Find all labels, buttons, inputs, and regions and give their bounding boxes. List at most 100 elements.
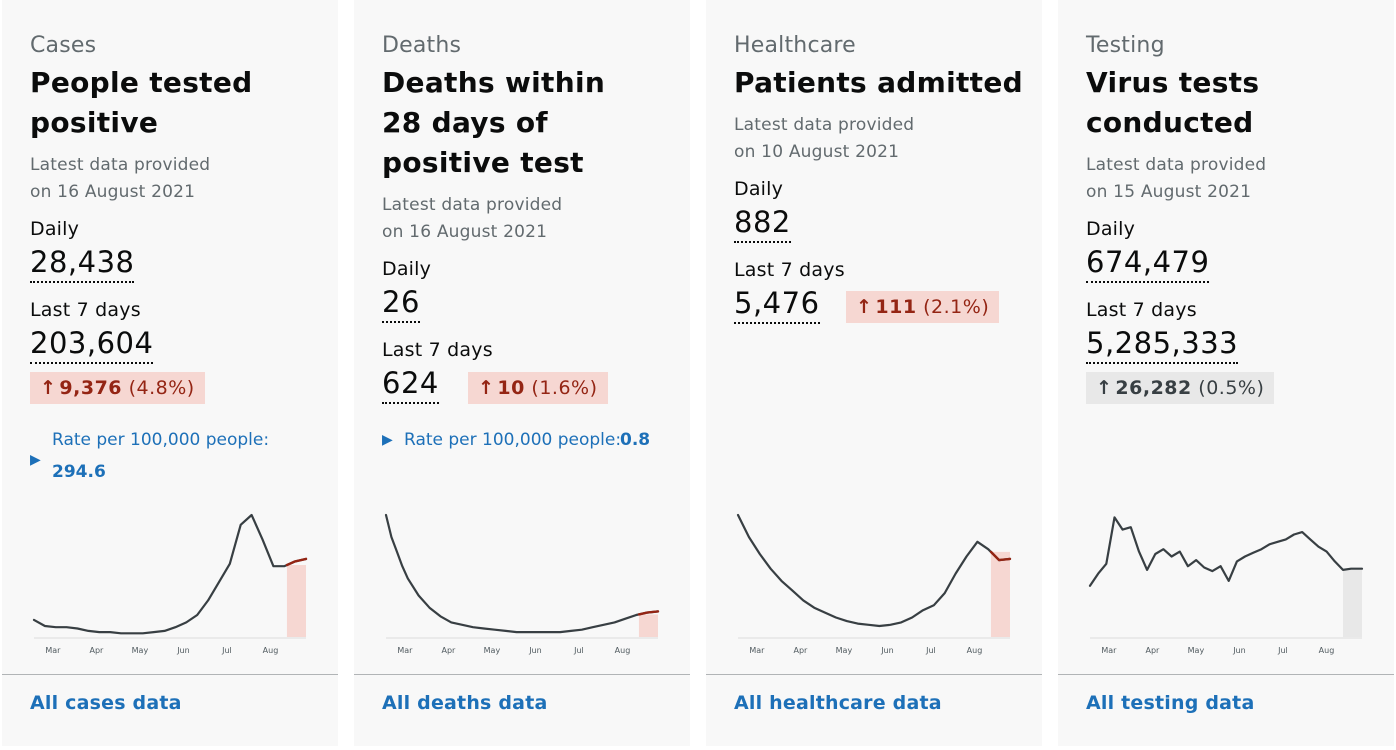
rate-label: Rate per 100,000 people: <box>404 430 622 450</box>
x-tick-label: Aug <box>263 646 279 655</box>
x-tick-label: Jul <box>1277 646 1288 655</box>
sparkline-svg: Mar Apr May Jun Jul Aug <box>1088 516 1364 655</box>
disclosure-triangle-icon: ▶ <box>30 452 41 468</box>
card-heading[interactable]: Virus tests conducted <box>1086 66 1260 139</box>
last-7-days-label: Last 7 days <box>30 299 141 321</box>
x-tick-label: May <box>484 646 501 655</box>
all-deaths-data-link[interactable]: All deaths data <box>382 692 548 714</box>
card-heading[interactable]: People tested positive <box>30 66 253 139</box>
last-7-days-highlight <box>286 565 306 637</box>
last-7-days-label: Last 7 days <box>734 259 845 281</box>
last-7-days-trend-line <box>637 610 660 616</box>
last-7-days-value[interactable]: 5,476 <box>734 286 820 324</box>
x-tick-label: Jun <box>176 646 190 655</box>
x-tick-label: May <box>836 646 853 655</box>
x-tick-label: Aug <box>615 646 631 655</box>
card-caption: Cases <box>30 33 97 58</box>
change-percent: (4.8%) <box>128 377 195 399</box>
last-7-days-highlight <box>1342 569 1362 637</box>
x-tick-label: Jun <box>880 646 894 655</box>
latest-data-note: Latest data provided on 10 August 2021 <box>734 115 915 162</box>
all-testing-data-link[interactable]: All testing data <box>1086 692 1255 714</box>
card-cases: Cases People tested positive Latest data… <box>2 0 338 746</box>
divider <box>354 674 690 675</box>
x-tick-label: Apr <box>89 646 104 655</box>
change-value: 10 <box>497 377 525 399</box>
daily-label: Daily <box>1086 218 1136 240</box>
change-value: 26,282 <box>1115 377 1192 399</box>
arrow-up-icon: ↑ <box>856 296 873 318</box>
last-7-days-value[interactable]: 624 <box>382 366 439 404</box>
x-tick-label: Jul <box>221 646 232 655</box>
last-7-days-value[interactable]: 203,604 <box>30 326 154 364</box>
rate-value: 0.8 <box>620 430 651 450</box>
change-value: 111 <box>875 296 917 318</box>
x-tick-label: Jul <box>925 646 936 655</box>
card-healthcare: Healthcare Patients admitted Latest data… <box>706 0 1042 746</box>
testing-sparkline: Mar Apr May Jun Jul Aug <box>1086 505 1376 660</box>
last-7-days-label: Last 7 days <box>1086 299 1197 321</box>
daily-label: Daily <box>30 218 80 240</box>
rate-label: Rate per 100,000 people: <box>52 430 270 450</box>
daily-label: Daily <box>382 258 432 280</box>
card-heading[interactable]: Deaths within 28 days of positive test <box>382 66 606 179</box>
latest-data-note: Latest data provided on 16 August 2021 <box>30 155 211 202</box>
x-tick-label: Mar <box>397 646 413 655</box>
last-7-days-trend-line <box>285 557 308 567</box>
arrow-up-icon: ↑ <box>1096 377 1113 399</box>
disclosure-triangle-icon: ▶ <box>382 432 393 448</box>
last-7-days-highlight <box>638 614 658 637</box>
x-tick-label: Mar <box>749 646 765 655</box>
cases-sparkline: Mar Apr May Jun Jul Aug <box>30 505 320 660</box>
x-tick-label: Apr <box>1145 646 1160 655</box>
latest-data-note: Latest data provided on 15 August 2021 <box>1086 155 1267 202</box>
last-7-days-value[interactable]: 5,285,333 <box>1086 326 1239 364</box>
change-percent: (0.5%) <box>1198 377 1265 399</box>
card-testing: Testing Virus tests conducted Latest dat… <box>1058 0 1394 746</box>
change-badge[interactable]: ↑ 9,376 (4.8%) <box>30 372 205 404</box>
change-percent: (1.6%) <box>531 377 598 399</box>
deaths-sparkline: Mar Apr May Jun Jul Aug <box>382 505 672 660</box>
daily-value[interactable]: 26 <box>382 285 420 323</box>
last-7-days-highlight <box>990 551 1010 637</box>
all-cases-data-link[interactable]: All cases data <box>30 692 182 714</box>
card-deaths: Deaths Deaths within 28 days of positive… <box>354 0 690 746</box>
trend-line <box>1088 516 1364 587</box>
change-badge[interactable]: ↑ 26,282 (0.5%) <box>1086 372 1275 404</box>
x-tick-label: Jun <box>528 646 542 655</box>
change-percent: (2.1%) <box>923 296 990 318</box>
arrow-up-icon: ↑ <box>478 377 495 399</box>
x-tick-label: Mar <box>1101 646 1117 655</box>
daily-label: Daily <box>734 178 784 200</box>
all-healthcare-data-link[interactable]: All healthcare data <box>734 692 942 714</box>
healthcare-sparkline: Mar Apr May Jun Jul Aug <box>734 505 1024 660</box>
divider <box>2 674 338 675</box>
card-heading[interactable]: Patients admitted <box>734 66 1023 99</box>
x-tick-label: Aug <box>967 646 983 655</box>
x-tick-label: Jun <box>1232 646 1246 655</box>
x-tick-label: Jul <box>573 646 584 655</box>
x-tick-label: Apr <box>441 646 456 655</box>
trend-line <box>384 513 660 634</box>
x-tick-label: Apr <box>793 646 808 655</box>
card-caption: Deaths <box>382 33 462 58</box>
sparkline-svg: Mar Apr May Jun Jul Aug <box>736 513 1012 655</box>
x-tick-label: Aug <box>1319 646 1335 655</box>
change-badge[interactable]: ↑ 10 (1.6%) <box>468 372 608 404</box>
latest-data-note: Latest data provided on 16 August 2021 <box>382 195 563 242</box>
trend-line <box>32 513 308 635</box>
trend-line <box>736 513 1012 628</box>
rate-value: 294.6 <box>52 462 106 482</box>
sparkline-svg: Mar Apr May Jun Jul Aug <box>384 513 660 655</box>
change-badge[interactable]: ↑ 111 (2.1%) <box>846 291 1000 323</box>
daily-value[interactable]: 882 <box>734 205 791 243</box>
change-value: 9,376 <box>59 377 123 399</box>
arrow-up-icon: ↑ <box>40 377 57 399</box>
sparkline-svg: Mar Apr May Jun Jul Aug <box>32 513 308 655</box>
last-7-days-trend-line <box>989 550 1012 562</box>
card-caption: Testing <box>1086 33 1165 58</box>
daily-value[interactable]: 674,479 <box>1086 245 1210 283</box>
daily-value[interactable]: 28,438 <box>30 245 135 283</box>
x-tick-label: May <box>1188 646 1205 655</box>
